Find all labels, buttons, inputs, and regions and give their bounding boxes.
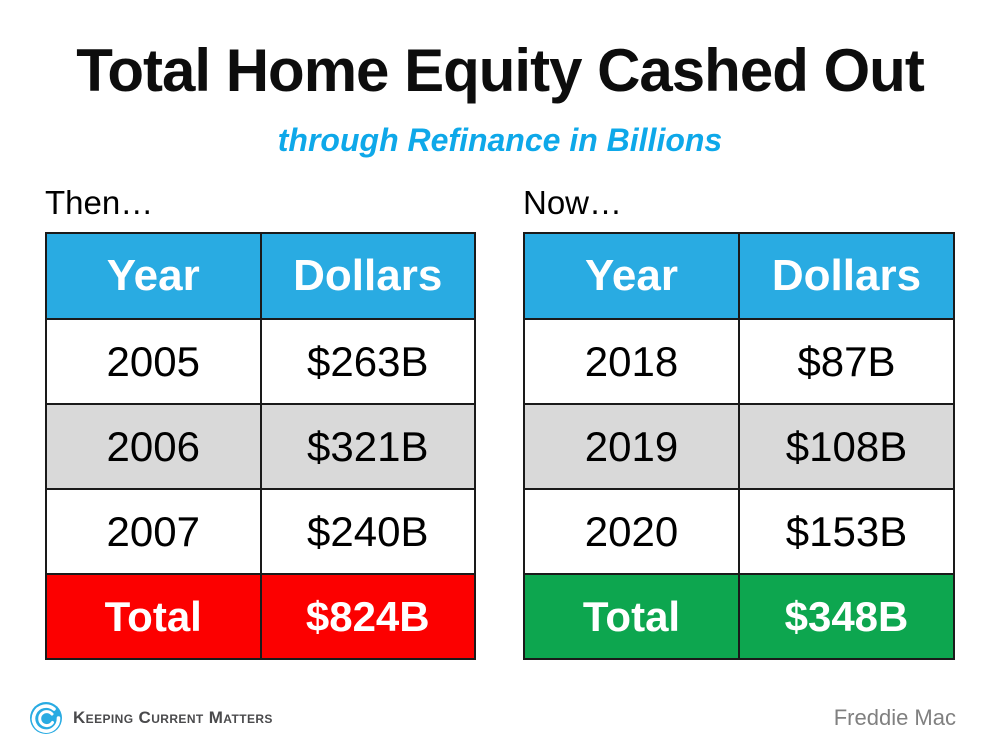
then-year-2007: 2007 <box>45 488 262 575</box>
then-dollars-2007: $240B <box>259 488 476 575</box>
then-header-dollars: Dollars <box>259 232 476 320</box>
source-label: Freddie Mac <box>833 705 956 730</box>
then-label: Then… <box>45 184 154 221</box>
now-total-dollars: $348B <box>738 573 955 660</box>
now-year-2018: 2018 <box>523 318 740 405</box>
then-table: Year Dollars 2005 $263B 2006 $321B 2007 … <box>45 232 476 660</box>
now-section: Now… Year Dollars 2018 $87B 2019 $108B 2… <box>523 183 955 660</box>
now-dollars-2020: $153B <box>738 488 955 575</box>
now-total-row: Total $348B <box>523 573 955 660</box>
then-total-label: Total <box>45 573 262 660</box>
then-total-dollars: $824B <box>259 573 476 660</box>
now-dollars-2018: $87B <box>738 318 955 405</box>
now-header-dollars: Dollars <box>738 232 955 320</box>
table-row: 2019 $108B <box>523 403 955 490</box>
now-year-2019: 2019 <box>523 403 740 490</box>
page-subtitle: through Refinance in Billions <box>277 122 723 158</box>
brand-name: Keeping Current Matters <box>73 708 273 727</box>
then-header-year: Year <box>45 232 262 320</box>
now-label: Now… <box>523 184 623 221</box>
now-header-year: Year <box>523 232 740 320</box>
brand-logo: Keeping Current Matters <box>28 700 273 736</box>
table-row: 2006 $321B <box>45 403 476 490</box>
then-header-row: Year Dollars <box>45 232 476 320</box>
table-row: 2005 $263B <box>45 318 476 405</box>
then-dollars-2006: $321B <box>259 403 476 490</box>
table-row: 2018 $87B <box>523 318 955 405</box>
now-header-row: Year Dollars <box>523 232 955 320</box>
now-dollars-2019: $108B <box>738 403 955 490</box>
now-table: Year Dollars 2018 $87B 2019 $108B 2020 $… <box>523 232 955 660</box>
swirl-icon <box>28 700 64 736</box>
table-row: 2020 $153B <box>523 488 955 575</box>
now-year-2020: 2020 <box>523 488 740 575</box>
then-dollars-2005: $263B <box>259 318 476 405</box>
then-section: Then… Year Dollars 2005 $263B 2006 $321B <box>45 183 476 660</box>
then-year-2006: 2006 <box>45 403 262 490</box>
then-total-row: Total $824B <box>45 573 476 660</box>
table-row: 2007 $240B <box>45 488 476 575</box>
then-year-2005: 2005 <box>45 318 262 405</box>
now-total-label: Total <box>523 573 740 660</box>
page-title: Total Home Equity Cashed Out <box>76 37 925 104</box>
